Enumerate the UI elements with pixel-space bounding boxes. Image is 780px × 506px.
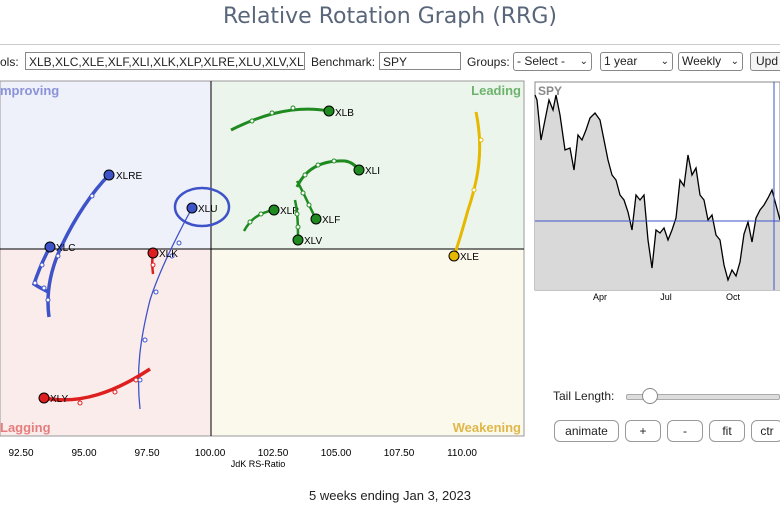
benchmark-x-tick: Apr bbox=[593, 292, 607, 302]
groups-select[interactable]: - Select - ⌄ bbox=[513, 52, 592, 71]
groups-select-value: - Select - bbox=[517, 54, 566, 68]
rrg-chart[interactable]: mproving Leading Lagging Weakening XLB X… bbox=[0, 80, 525, 480]
zoom-out-button[interactable]: - bbox=[667, 420, 703, 442]
sector-xlv[interactable]: XLV bbox=[292, 199, 322, 247]
sector-xlb[interactable]: XLB bbox=[230, 105, 354, 132]
toolbar: ols: XLB,XLC,XLE,XLF,XLI,XLK,XLP,XLRE,XL… bbox=[0, 44, 780, 79]
tail-length-label: Tail Length: bbox=[553, 389, 615, 403]
benchmark-area bbox=[535, 95, 780, 290]
highlight-circle bbox=[173, 186, 231, 228]
quadrant-label-improving: mproving bbox=[0, 83, 59, 98]
symbols-input[interactable]: XLB,XLC,XLE,XLF,XLI,XLK,XLP,XLRE,XLU,XLV… bbox=[25, 52, 305, 70]
benchmark-x-tick: Oct bbox=[726, 292, 741, 302]
chevron-down-icon: ⌄ bbox=[660, 56, 669, 67]
sector-label: XLF bbox=[322, 215, 340, 226]
groups-label: Groups: bbox=[467, 55, 510, 69]
x-tick-label: 107.50 bbox=[384, 448, 415, 459]
tail-length-slider-handle[interactable] bbox=[642, 388, 658, 404]
animate-button[interactable]: animate bbox=[554, 420, 619, 442]
center-button[interactable]: ctr bbox=[751, 420, 780, 442]
fit-button[interactable]: fit bbox=[709, 420, 745, 442]
sector-label: XLI bbox=[365, 166, 380, 177]
sector-label: XLRE bbox=[116, 171, 142, 182]
chart-border bbox=[0, 80, 525, 437]
sector-xlk[interactable]: XLK bbox=[147, 247, 178, 275]
symbols-label: ols: bbox=[0, 55, 19, 69]
x-tick-label: 100.00 bbox=[195, 448, 226, 459]
sector-label: XLK bbox=[159, 249, 178, 260]
benchmark-x-tick: Jul bbox=[660, 292, 672, 302]
x-tick-label: 97.50 bbox=[134, 448, 159, 459]
improving-quadrant bbox=[0, 81, 211, 249]
frequency-select-value: Weekly bbox=[682, 54, 722, 68]
footer-period-text: 5 weeks ending Jan 3, 2023 bbox=[309, 488, 471, 503]
x-tick-label: 102.50 bbox=[258, 448, 289, 459]
benchmark-label: Benchmark: bbox=[311, 55, 376, 69]
quadrant-label-lagging: Lagging bbox=[0, 420, 51, 435]
update-button[interactable]: Upd bbox=[750, 52, 780, 71]
zoom-in-button[interactable]: + bbox=[625, 420, 661, 442]
lagging-quadrant bbox=[0, 249, 211, 436]
quadrant-label-weakening: Weakening bbox=[453, 420, 521, 435]
page-title: Relative Rotation Graph (RRG) bbox=[223, 4, 557, 29]
sector-xlp[interactable]: XLP bbox=[242, 204, 299, 232]
period-select-value: 1 year bbox=[604, 54, 638, 68]
benchmark-line bbox=[534, 94, 780, 283]
sector-label: XLY bbox=[50, 394, 68, 405]
sector-xlre[interactable]: XLRE bbox=[45, 169, 142, 318]
sector-label: XLP bbox=[280, 206, 299, 217]
weakening-quadrant bbox=[211, 249, 524, 436]
period-select[interactable]: 1 year ⌄ bbox=[600, 52, 673, 71]
sector-xle[interactable]: XLE bbox=[448, 111, 484, 263]
sector-label: XLE bbox=[460, 252, 479, 263]
sector-xly[interactable]: XLY bbox=[38, 367, 151, 406]
sector-label: XLC bbox=[56, 243, 75, 254]
benchmark-chart: SPY Apr Jul Oct bbox=[534, 81, 780, 302]
benchmark-symbol: SPY bbox=[538, 84, 562, 98]
sector-label: XLV bbox=[304, 236, 322, 247]
leading-quadrant bbox=[211, 81, 524, 249]
x-tick-label: 92.50 bbox=[8, 448, 33, 459]
chevron-down-icon: ⌄ bbox=[579, 56, 588, 67]
sector-xlc[interactable]: XLC bbox=[31, 241, 75, 294]
chevron-down-icon: ⌄ bbox=[730, 56, 739, 67]
x-tick-label: 95.00 bbox=[71, 448, 96, 459]
benchmark-input[interactable]: SPY bbox=[379, 52, 461, 70]
frequency-select[interactable]: Weekly ⌄ bbox=[678, 52, 743, 71]
x-tick-label: 105.00 bbox=[321, 448, 352, 459]
sector-xli[interactable]: XLI bbox=[295, 158, 380, 188]
x-tick-label: 110.00 bbox=[447, 448, 477, 459]
x-axis-label: JdK RS-Ratio bbox=[231, 459, 286, 469]
sector-label: XLU bbox=[198, 204, 217, 215]
quadrant-label-leading: Leading bbox=[471, 83, 521, 98]
sector-label: XLB bbox=[335, 108, 354, 119]
sector-xlf[interactable]: XLF bbox=[295, 180, 340, 226]
